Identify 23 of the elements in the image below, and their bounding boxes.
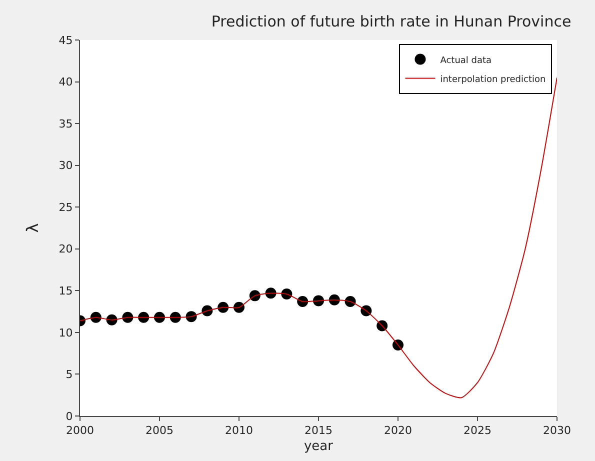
y-tick-label: 30 bbox=[58, 159, 73, 172]
y-tick-label: 20 bbox=[58, 242, 73, 256]
x-axis-title: year bbox=[304, 438, 334, 454]
x-tick-label: 2020 bbox=[384, 424, 412, 438]
y-tick-label: 25 bbox=[58, 200, 73, 214]
legend-label: Actual data bbox=[440, 56, 492, 66]
y-tick-label: 45 bbox=[58, 34, 73, 47]
x-tick-label: 2025 bbox=[464, 424, 492, 438]
y-tick-label: 10 bbox=[58, 326, 73, 340]
chart-title: Prediction of future birth rate in Hunan Province bbox=[211, 12, 572, 31]
x-tick-label: 2010 bbox=[225, 424, 253, 438]
x-tick-label: 2005 bbox=[146, 424, 174, 438]
y-tick-label: 40 bbox=[58, 76, 73, 89]
x-tick-label: 2030 bbox=[543, 424, 571, 438]
line-series bbox=[80, 77, 557, 398]
y-tick-label: 15 bbox=[58, 284, 73, 298]
y-tick-label: 35 bbox=[58, 117, 73, 130]
x-tick-label: 2000 bbox=[66, 424, 94, 438]
x-tick-label: 2015 bbox=[304, 424, 332, 438]
y-tick-label: 5 bbox=[66, 368, 73, 382]
legend-label: interpolation prediction bbox=[440, 74, 546, 85]
y-tick-label: 0 bbox=[66, 410, 73, 423]
y-axis-title: λ bbox=[23, 223, 42, 233]
